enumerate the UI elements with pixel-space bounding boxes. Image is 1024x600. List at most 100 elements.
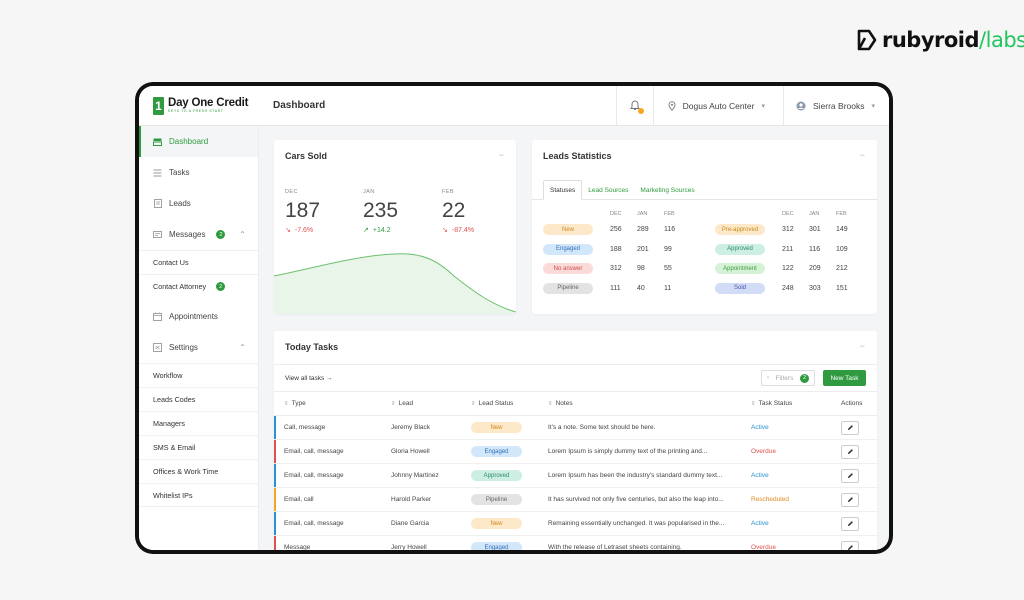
sidebar-subitem-workflow[interactable]: Workflow	[139, 363, 258, 387]
column-lead[interactable]: ⇕ Lead	[391, 400, 414, 407]
stats-row: Sold 248 303 151	[715, 279, 863, 299]
rubyroid-mark-icon	[857, 29, 877, 51]
leads-statistics-card: Leads Statistics − Statuses Lead Sources…	[532, 140, 877, 314]
sidebar-subitem-label: Workflow	[153, 371, 183, 380]
calendar-icon	[153, 312, 162, 321]
metric-value: 235	[363, 199, 399, 222]
arrow-down-right-icon: ↘	[285, 227, 291, 234]
lead-name-link[interactable]: Harold Parker	[391, 496, 432, 503]
tab-statuses[interactable]: Statuses	[543, 180, 583, 200]
sidebar-subitem-offices-work-time[interactable]: Offices & Work Time	[139, 459, 258, 483]
more-options-icon[interactable]: −	[498, 150, 504, 160]
edit-button[interactable]	[841, 468, 859, 483]
status-pill: Appointment	[715, 263, 765, 275]
tab-marketing-sources[interactable]: Marketing Sources	[640, 186, 695, 194]
lead-status-pill: Engaged	[471, 446, 522, 457]
sidebar-item-label: Appointments	[169, 312, 218, 321]
sidebar-subitem-sms-email[interactable]: SMS & Email	[139, 435, 258, 459]
sidebar-subitem-managers[interactable]: Managers	[139, 411, 258, 435]
lead-name-link[interactable]: Jeremy Black	[391, 424, 431, 431]
logo-subtitle: KEYS TO A FRESH START	[168, 109, 224, 113]
user-avatar-icon	[796, 101, 806, 110]
cars-sold-area-chart	[274, 253, 516, 314]
sidebar-item-appointments[interactable]: Appointments	[139, 301, 258, 332]
sidebar-item-leads[interactable]: Leads	[139, 188, 258, 219]
arrow-up-right-icon: ↗	[363, 227, 369, 234]
edit-button[interactable]	[841, 540, 859, 550]
stats-month-header: DEC JAN FEB	[543, 208, 691, 220]
tasks-table-header: ⇕ Type ⇕ Lead ⇕ Lead Status ⇕ Notes ⇕ Task St…	[274, 392, 877, 416]
logo-title: Day One Credit	[168, 96, 249, 109]
lead-name-link[interactable]: Jerry Howell	[391, 544, 427, 550]
tab-lead-sources[interactable]: Lead Sources	[588, 186, 629, 194]
notifications-button[interactable]	[615, 86, 654, 125]
location-selector[interactable]: Dogus Auto Center ▾	[654, 86, 784, 125]
metric-delta-value: -7.6%	[294, 226, 314, 234]
metric-delta: ↘ -87.4%	[442, 226, 474, 235]
chevron-up-icon[interactable]: ⌃	[239, 230, 246, 239]
row-status-edge	[274, 512, 276, 535]
chevron-down-icon: ▾	[761, 102, 765, 110]
edit-button[interactable]	[841, 492, 859, 507]
table-row: Email, call, message Diane Garcia New Remai…	[274, 512, 877, 536]
sidebar-item-label: Dashboard	[169, 137, 209, 146]
more-options-icon[interactable]: −	[859, 150, 865, 160]
edit-button[interactable]	[841, 420, 859, 435]
stat-value: 149	[836, 226, 848, 234]
sort-icon: ⇕	[548, 401, 553, 407]
today-tasks-card: Today Tasks − View all tasks → ‹ Filters…	[274, 331, 877, 550]
user-menu[interactable]: Sierra Brooks ▾	[784, 101, 889, 111]
stat-value: 301	[809, 226, 821, 234]
sidebar-subitem-leads-codes[interactable]: Leads Codes	[139, 387, 258, 411]
column-notes[interactable]: ⇕ Notes	[548, 400, 573, 407]
filters-button[interactable]: ‹ Filters 2	[761, 370, 815, 386]
lead-name-link[interactable]: Johnny Martinez	[391, 472, 439, 479]
column-lead-status[interactable]: ⇕ Lead Status	[471, 400, 514, 407]
sidebar: Dashboard Tasks Leads Messages 2 ⌃ Conta…	[139, 126, 259, 550]
sidebar-item-tasks[interactable]: Tasks	[139, 157, 258, 188]
view-all-tasks-link[interactable]: View all tasks →	[285, 374, 333, 382]
status-pill: Sold	[715, 282, 765, 294]
sidebar-subitem-contact-us[interactable]: Contact Us	[139, 250, 258, 274]
lead-status-pill: New	[471, 518, 522, 529]
sidebar-item-dashboard[interactable]: Dashboard	[139, 126, 258, 157]
sidebar-subitem-whitelist-ips[interactable]: Whitelist IPs	[139, 483, 258, 507]
status-pill: New	[543, 224, 593, 236]
stats-row: Approved 211 116 109	[715, 240, 863, 260]
column-actions: Actions	[841, 400, 863, 407]
app-logo[interactable]: 1 Day One Credit KEYS TO A FRESH START	[139, 86, 259, 126]
sidebar-subitem-contact-attorney[interactable]: Contact Attorney 2	[139, 274, 258, 298]
edit-button[interactable]	[841, 516, 859, 531]
metric-feb: FEB 22 ↘ -87.4%	[442, 189, 474, 234]
task-status: Active	[751, 520, 769, 527]
edit-button[interactable]	[841, 444, 859, 459]
new-task-button[interactable]: New Task	[823, 370, 866, 386]
list-icon	[153, 168, 162, 177]
row-status-edge	[274, 416, 276, 439]
more-options-icon[interactable]: −	[859, 341, 865, 351]
column-task-status[interactable]: ⇕ Task Status	[751, 400, 793, 407]
task-notes: It has survived not only five centuries,…	[548, 496, 724, 503]
stat-value: 11	[664, 284, 672, 292]
stat-value: 312	[782, 226, 794, 234]
task-type: Call, message	[284, 424, 326, 431]
leads-tabs: Statuses Lead Sources Marketing Sources	[543, 180, 701, 200]
month-label: DEC	[782, 211, 794, 217]
column-type[interactable]: ⇕ Type	[284, 400, 306, 407]
month-label: JAN	[637, 211, 648, 217]
chevron-up-icon[interactable]: ⌃	[239, 343, 246, 352]
stats-row: Engaged 188 201 99	[543, 240, 691, 260]
brand-name-main: rubyroid	[882, 28, 980, 52]
stat-value: 211	[782, 245, 794, 253]
sidebar-subitem-label: Offices & Work Time	[153, 467, 219, 476]
stat-value: 40	[637, 284, 645, 292]
sidebar-item-settings[interactable]: Settings ⌃	[139, 332, 258, 363]
lead-name-link[interactable]: Diane Garcia	[391, 520, 429, 527]
sidebar-item-messages[interactable]: Messages 2 ⌃	[139, 219, 258, 250]
lead-name-link[interactable]: Gloria Howell	[391, 448, 430, 455]
status-pill: Approved	[715, 243, 765, 255]
sidebar-item-label: Leads	[169, 199, 191, 208]
sidebar-subitem-label: Managers	[153, 419, 185, 428]
stat-value: 201	[637, 245, 649, 253]
metric-delta-value: +14.2	[372, 226, 391, 234]
